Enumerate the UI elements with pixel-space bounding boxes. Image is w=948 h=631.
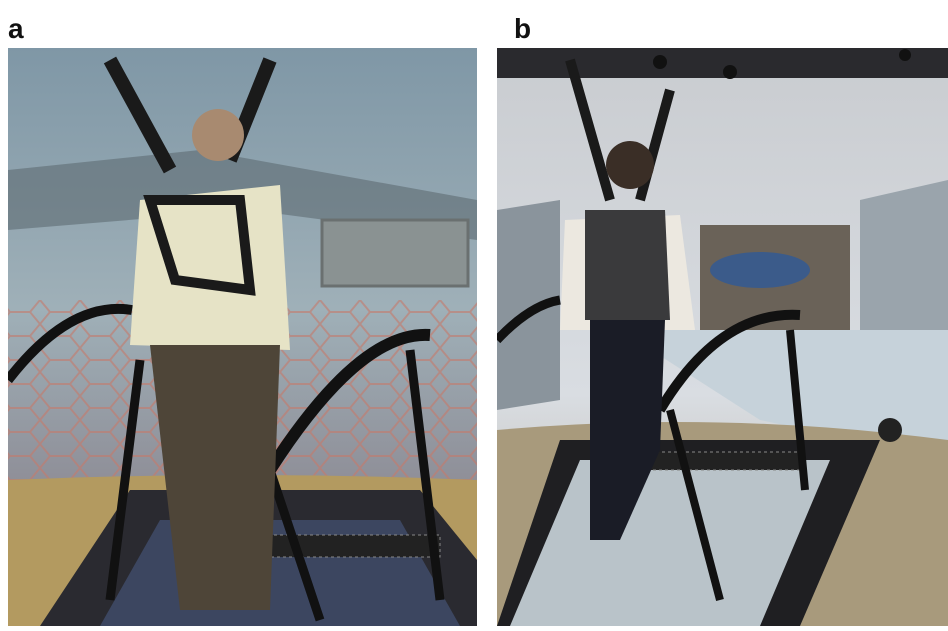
panel-label: b [514, 13, 531, 44]
panel-label: a [8, 13, 24, 44]
photo-b [497, 48, 948, 626]
photo-a [8, 48, 477, 626]
